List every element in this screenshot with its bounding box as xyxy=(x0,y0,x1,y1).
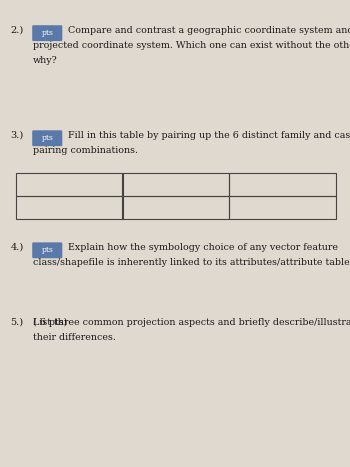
Text: List three common projection aspects and briefly describe/illustrate: List three common projection aspects and… xyxy=(33,318,350,326)
Text: Fill in this table by pairing up the 6 distinct family and case projection: Fill in this table by pairing up the 6 d… xyxy=(68,131,350,140)
FancyBboxPatch shape xyxy=(32,242,62,258)
Text: 2.): 2.) xyxy=(10,26,24,35)
Text: Compare and contrast a geographic coordinate system and a: Compare and contrast a geographic coordi… xyxy=(68,26,350,35)
Bar xyxy=(229,196,336,219)
Bar xyxy=(122,173,229,196)
Text: class/shapefile is inherently linked to its attributes/attribute table.: class/shapefile is inherently linked to … xyxy=(33,258,350,267)
Text: pts: pts xyxy=(41,134,53,142)
Text: their differences.: their differences. xyxy=(33,333,116,341)
Text: pairing combinations.: pairing combinations. xyxy=(33,146,138,155)
FancyBboxPatch shape xyxy=(32,130,62,146)
Bar xyxy=(229,173,336,196)
Text: pts: pts xyxy=(41,29,53,37)
Text: projected coordinate system. Which one can exist without the other and: projected coordinate system. Which one c… xyxy=(33,41,350,50)
Text: why?: why? xyxy=(33,56,58,64)
Text: ( 6 pts): ( 6 pts) xyxy=(33,318,71,327)
Bar xyxy=(122,196,229,219)
Text: Explain how the symbology choice of any vector feature: Explain how the symbology choice of any … xyxy=(68,243,338,252)
Text: 5.): 5.) xyxy=(10,318,24,326)
FancyBboxPatch shape xyxy=(32,25,62,41)
Bar xyxy=(16,173,122,196)
Text: pts: pts xyxy=(41,246,53,255)
Bar xyxy=(16,196,122,219)
Text: 3.): 3.) xyxy=(10,131,24,140)
Text: 4.): 4.) xyxy=(10,243,24,252)
